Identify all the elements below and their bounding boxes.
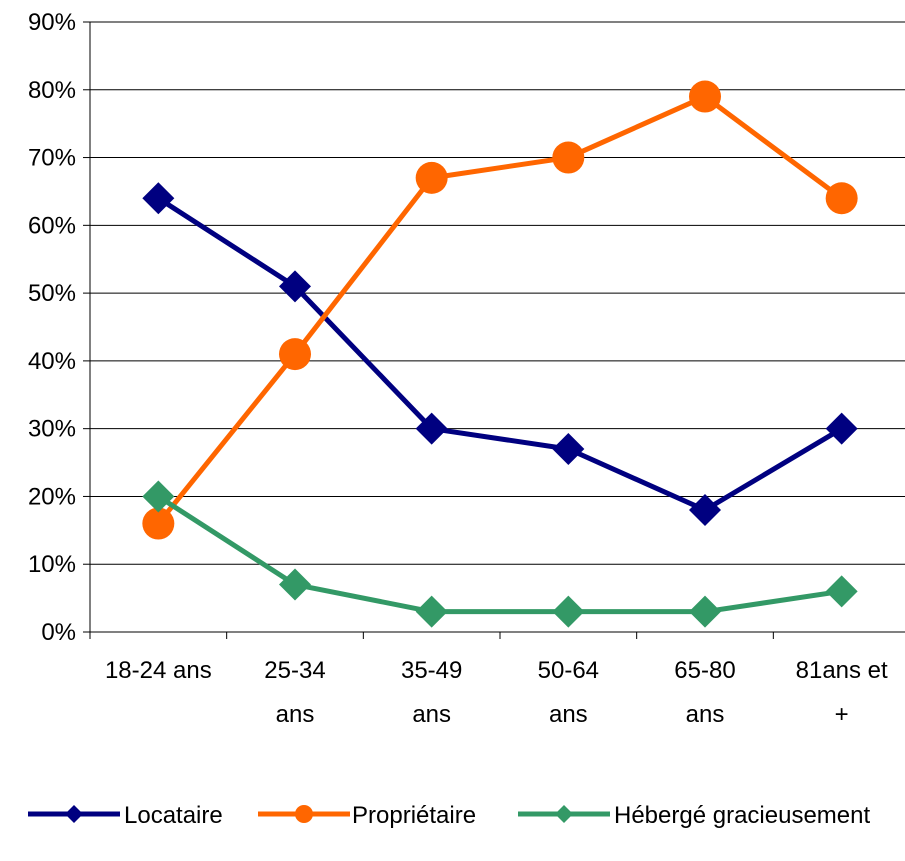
legend-swatch-marker — [295, 805, 313, 823]
x-tick-label: 18-24 ans — [105, 657, 212, 684]
data-point — [552, 595, 585, 628]
y-tick-label: 10% — [28, 551, 76, 578]
legend-swatch-marker — [555, 805, 573, 823]
series-line — [156, 196, 843, 513]
series-line — [156, 494, 843, 615]
data-point — [142, 480, 175, 513]
y-tick-label: 90% — [28, 9, 76, 36]
legend: Locataire Propriétaire Hébergé gracieuseme… — [28, 802, 870, 829]
y-tick-label: 40% — [28, 348, 76, 375]
data-point — [552, 433, 585, 465]
data-point — [142, 507, 175, 540]
legend-label: Propriétaire — [352, 802, 476, 829]
legend-label: Hébergé gracieusement — [614, 802, 870, 829]
x-tick-label: ans — [549, 701, 588, 728]
legend-item: Locataire — [28, 802, 223, 829]
data-point — [279, 568, 311, 601]
data-point — [552, 141, 585, 174]
axes — [83, 21, 905, 639]
y-tick-label: 60% — [28, 212, 76, 239]
data-point — [689, 595, 721, 628]
data-point — [689, 80, 721, 113]
x-axis-tick-labels: 18-24 ans 25-34 ans 35-49 ans 50-64 ans 65-80 an… — [105, 657, 888, 728]
x-tick-label: + — [835, 701, 849, 728]
data-point — [825, 575, 858, 608]
data-point — [279, 270, 311, 303]
x-tick-label: 35-49 — [401, 657, 462, 684]
y-tick-label: 0% — [41, 619, 76, 646]
legend-item: Hébergé gracieusement — [518, 802, 870, 829]
series-2 — [142, 480, 858, 628]
y-tick-label: 20% — [28, 483, 76, 510]
x-tick-label: ans — [276, 701, 315, 728]
x-tick-label: 50-64 — [538, 657, 599, 684]
y-tick-label: 30% — [28, 416, 76, 443]
y-axis-tick-labels: 0% 10% 20% 30% 40% 50% 60% 70% 80% 90% — [28, 9, 76, 646]
series-1 — [142, 80, 858, 540]
gridlines — [90, 21, 905, 565]
data-point — [279, 338, 311, 371]
x-tick-label: 65-80 — [674, 657, 735, 684]
x-tick-label: ans — [412, 701, 451, 728]
y-tick-label: 80% — [28, 77, 76, 104]
x-tick-label: 25-34 — [264, 657, 325, 684]
y-tick-label: 50% — [28, 280, 76, 307]
data-point — [689, 494, 721, 526]
legend-label: Locataire — [124, 802, 223, 829]
x-tick-label: ans — [686, 701, 725, 728]
y-tick-label: 70% — [28, 145, 76, 172]
data-point — [142, 182, 175, 215]
legend-swatch-marker — [65, 805, 83, 823]
data-point — [415, 161, 448, 194]
data-point — [415, 595, 448, 628]
x-tick-label: 81ans et — [796, 657, 888, 684]
series-line — [156, 94, 844, 526]
legend-item: Propriétaire — [258, 802, 476, 829]
series-lines — [142, 80, 858, 628]
data-point — [825, 182, 858, 215]
series-0 — [142, 182, 858, 526]
data-point — [825, 412, 858, 445]
data-point — [415, 412, 448, 445]
